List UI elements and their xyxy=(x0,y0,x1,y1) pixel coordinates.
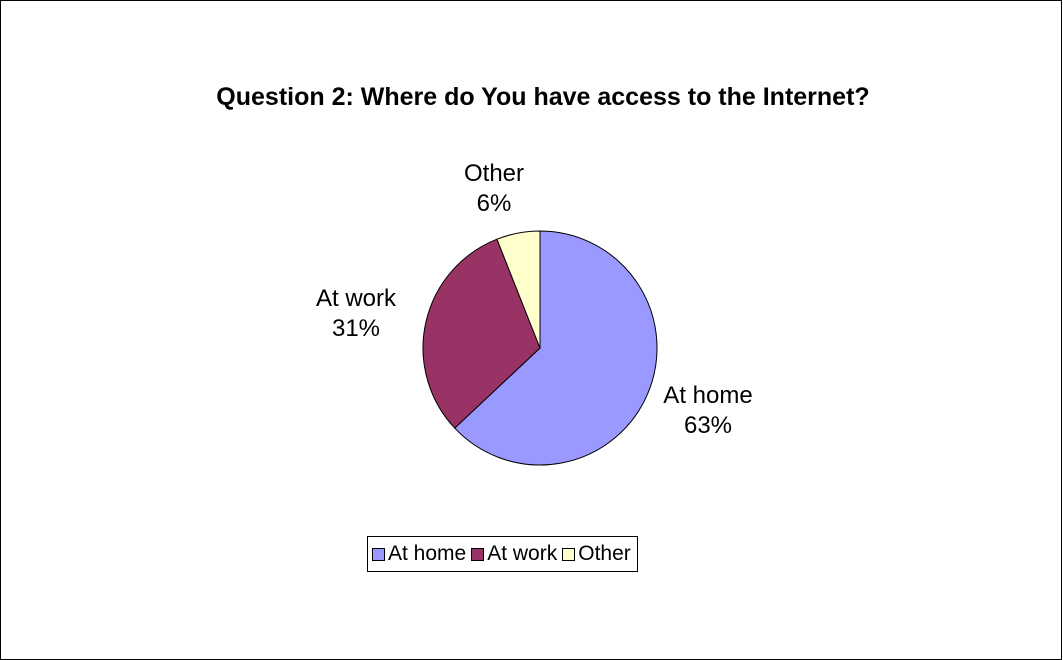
legend-label-other: Other xyxy=(578,542,631,565)
slice-label-other: Other 6% xyxy=(464,159,524,219)
pie-slice-at-work xyxy=(422,238,541,429)
legend-item-at-home: At home xyxy=(372,542,466,566)
legend-swatch-at-home xyxy=(372,547,385,561)
pie-slice-at-home xyxy=(454,230,658,466)
legend-item-at-work: At work xyxy=(471,542,557,566)
legend-label-at-home: At home xyxy=(388,542,467,565)
legend-swatch-at-work xyxy=(471,547,485,561)
slice-label-at-work-value: 31% xyxy=(331,315,381,342)
chart-title: Question 2: Where do You have access to … xyxy=(216,83,870,111)
slice-label-at-home-value: 63% xyxy=(683,412,733,439)
slice-label-at-home-name: At home xyxy=(663,382,753,409)
pie-slice-other xyxy=(496,230,541,349)
slice-label-at-work: At work 31% xyxy=(316,284,396,344)
legend-label-at-work: At work xyxy=(487,542,558,565)
legend-swatch-other xyxy=(562,547,576,561)
slice-label-at-work-name: At work xyxy=(315,285,397,312)
slice-label-other-name: Other xyxy=(463,160,525,187)
slice-label-other-value: 6% xyxy=(476,190,512,217)
legend-item-other: Other xyxy=(562,542,631,566)
legend: At home At work Other xyxy=(367,536,638,572)
slice-label-at-home: At home 63% xyxy=(663,381,752,441)
